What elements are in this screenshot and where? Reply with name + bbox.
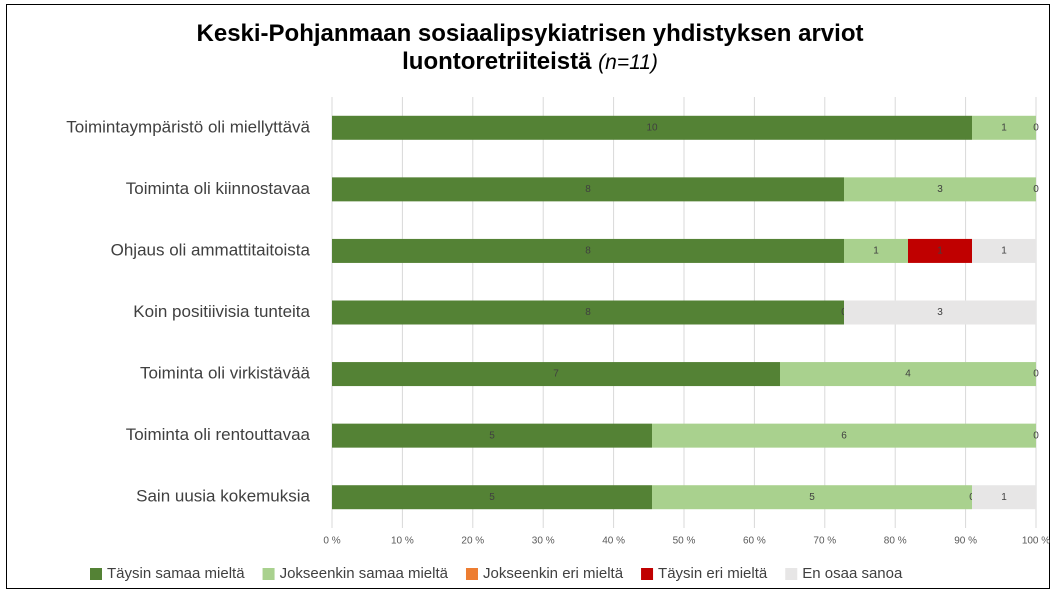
data-label: 8 — [585, 307, 591, 318]
data-label: 1 — [1001, 122, 1007, 133]
data-label: 8 — [585, 246, 591, 257]
data-label: 4 — [905, 369, 911, 380]
data-label: 0 — [1033, 369, 1039, 380]
bar-segment — [332, 423, 652, 448]
data-label: 7 — [553, 369, 559, 380]
data-label: 1 — [1001, 492, 1007, 503]
data-label: 8 — [585, 184, 591, 195]
bar-segment — [332, 177, 844, 202]
legend-swatch — [641, 568, 654, 580]
legend-swatch — [262, 568, 275, 580]
x-tick-label: 70 % — [813, 536, 836, 547]
x-tick-label: 0 % — [323, 536, 340, 547]
chart-title-block: Keski-Pohjanmaan sosiaalipsykiatrisen yh… — [130, 20, 930, 77]
y-tick-label: Toiminta oli virkistävää — [140, 364, 311, 383]
legend-label: Täysin eri mieltä — [658, 565, 768, 582]
title-note: (n=11) — [598, 51, 658, 74]
legend-label: Jokseenkin samaa mieltä — [280, 565, 449, 582]
data-label: 5 — [489, 492, 495, 503]
y-tick-label: Koin positiivisia tunteita — [133, 302, 310, 321]
bar-segment — [908, 238, 972, 263]
bar-segment — [844, 177, 1036, 202]
x-tick-label: 50 % — [673, 536, 696, 547]
bar-segment — [972, 238, 1036, 263]
x-tick-label: 40 % — [602, 536, 625, 547]
data-label: 0 — [1033, 430, 1039, 441]
legend-swatch — [465, 568, 478, 580]
x-tick-label: 10 % — [391, 536, 414, 547]
legend-label: Täysin samaa mieltä — [107, 565, 245, 582]
bar-segment — [972, 485, 1036, 510]
data-label: 3 — [937, 307, 943, 318]
legend-label: En osaa sanoa — [802, 565, 903, 582]
x-tick-label: 20 % — [461, 536, 484, 547]
bar-segment — [780, 362, 1036, 387]
data-label: 0 — [1033, 184, 1039, 195]
legend-swatch — [90, 568, 102, 580]
bar-segment — [332, 362, 780, 387]
x-tick-label: 80 % — [884, 536, 907, 547]
data-label: 5 — [809, 492, 815, 503]
y-tick-label: Toiminta oli kiinnostavaa — [126, 179, 311, 198]
data-label: 3 — [937, 184, 943, 195]
data-label: 10 — [646, 122, 658, 133]
bar-segment — [332, 300, 844, 325]
data-label: 6 — [841, 430, 847, 441]
y-tick-label: Toimintaympäristö oli miellyttävä — [66, 117, 310, 136]
bar-segment — [652, 485, 972, 510]
data-label: 1 — [1001, 246, 1007, 257]
y-tick-label: Sain uusia kokemuksia — [136, 487, 310, 506]
chart-title: Keski-Pohjanmaan sosiaalipsykiatrisen yh… — [196, 20, 864, 75]
y-tick-label: Ohjaus oli ammattitaitoista — [111, 240, 311, 259]
y-tick-label: Toiminta oli rentouttavaa — [126, 425, 311, 444]
bar-segment — [332, 115, 972, 140]
bar-segment — [844, 300, 1036, 325]
x-tick-label: 30 % — [532, 536, 555, 547]
legend-swatch — [785, 568, 798, 580]
x-tick-label: 90 % — [954, 536, 977, 547]
x-tick-label: 100 % — [1022, 536, 1050, 547]
data-label: 0 — [1033, 122, 1039, 133]
bar-segment — [332, 238, 844, 263]
data-label: 1 — [937, 246, 943, 257]
chart-frame — [6, 4, 1050, 589]
data-label: 5 — [489, 430, 495, 441]
legend-label: Jokseenkin eri mieltä — [483, 565, 624, 582]
bar-segment — [972, 115, 1036, 140]
x-tick-label: 60 % — [743, 536, 766, 547]
bar-segment — [844, 238, 908, 263]
bar-segment — [332, 485, 652, 510]
bar-segment — [652, 423, 1036, 448]
data-label: 1 — [873, 246, 879, 257]
